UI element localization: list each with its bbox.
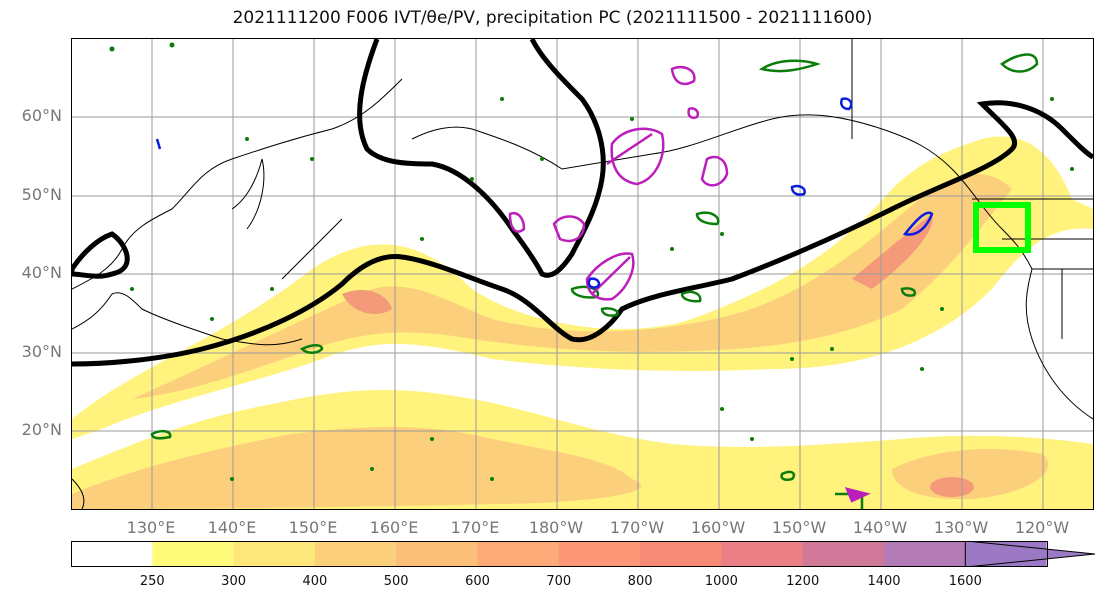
lat-label-60n: 60°N	[21, 106, 62, 125]
colorbar-tick-label: 800	[627, 574, 653, 589]
colorbar-segment	[884, 541, 966, 567]
colorbar-tick-label: 500	[383, 574, 409, 589]
colorbar-tick-label: 700	[546, 574, 572, 589]
colorbar-segment	[396, 541, 478, 567]
lat-label-50n: 50°N	[21, 185, 62, 204]
colorbar-tick-label: 1400	[867, 574, 901, 589]
ivt-band-north-peak	[342, 289, 392, 314]
lon-label-150w: 150°W	[771, 518, 827, 537]
jet-contour	[72, 39, 1093, 367]
colorbar-segment	[721, 541, 804, 567]
pv-dots	[109, 42, 1074, 481]
map-canvas	[72, 39, 1093, 509]
lon-label-160w: 160°W	[690, 518, 746, 537]
colorbar-segment	[558, 541, 641, 567]
lon-label-120w: 120°W	[1014, 518, 1070, 537]
colorbar	[71, 541, 1096, 567]
colorbar-segment	[152, 541, 235, 567]
negative-contours	[155, 97, 934, 289]
colorbar-extend-arrow	[964, 541, 1096, 567]
colorbar-tick-label: 1000	[704, 574, 738, 589]
colorbar-tick-label: 300	[221, 574, 246, 589]
colorbar-tick-label: 1200	[786, 574, 820, 589]
coastlines	[72, 39, 1093, 509]
lon-label-130e: 130°E	[126, 518, 176, 537]
colorbar-tick-label: 400	[302, 574, 328, 589]
lon-label-180w: 180°W	[528, 518, 584, 537]
colorbar-tick-label: 1600	[948, 574, 982, 589]
target-box	[973, 202, 1031, 253]
map-panel	[71, 38, 1094, 510]
lon-label-160e: 160°E	[369, 518, 419, 537]
ivt-band-south-core	[72, 427, 642, 509]
lon-label-140e: 140°E	[207, 518, 257, 537]
colorbar-segment	[71, 541, 153, 567]
colorbar-tick-label: 600	[465, 574, 490, 589]
ivt-south-peak	[930, 477, 974, 497]
lat-label-20n: 20°N	[21, 420, 62, 439]
colorbar-segment	[314, 541, 397, 567]
colorbar-segment	[477, 541, 560, 567]
colorbar-segment	[802, 541, 885, 567]
colorbar-tick-label: 250	[139, 574, 165, 589]
lon-label-170w: 170°W	[609, 518, 665, 537]
lat-label-30n: 30°N	[21, 342, 62, 361]
lon-label-170e: 170°E	[450, 518, 500, 537]
colorbar-outline	[71, 541, 1048, 567]
lat-label-40n: 40°N	[21, 263, 62, 282]
theta-contours	[508, 65, 871, 503]
lon-label-150e: 150°E	[288, 518, 338, 537]
chart-title: 2021111200 F006 IVT/θe/PV, precipitation…	[232, 8, 873, 28]
ivt-band-north-peak-2	[852, 214, 933, 289]
ivt-band-north	[72, 136, 1093, 439]
colorbar-segment	[233, 541, 316, 567]
lon-label-130w: 130°W	[933, 518, 989, 537]
lon-label-140w: 140°W	[852, 518, 908, 537]
colorbar-segment	[640, 541, 722, 567]
